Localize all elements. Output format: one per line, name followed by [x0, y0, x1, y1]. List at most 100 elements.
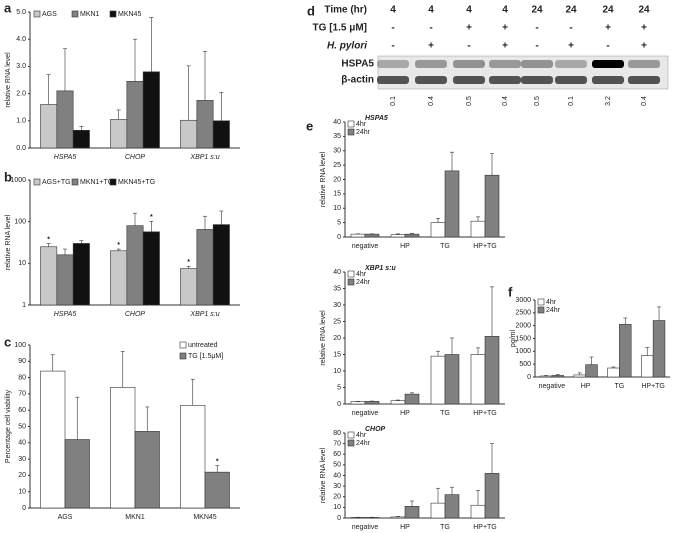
hspa5-band [592, 60, 624, 68]
y-tick-label: 4.0 [16, 36, 26, 43]
legend-label: MKN1+TG [80, 179, 113, 186]
bar [56, 90, 74, 149]
error-bar [543, 375, 548, 376]
y-tick-label: 10 [18, 489, 26, 496]
y-axis-label: relative RNA level [5, 214, 12, 270]
y-tick-label: 5.0 [16, 9, 26, 16]
error-bar [133, 212, 137, 226]
bar [404, 233, 420, 238]
legend-label: AGS+TG [42, 179, 71, 186]
y-tick-label: 20 [18, 472, 26, 479]
bar [72, 243, 90, 306]
y-axis-label: relative RNA level [320, 310, 327, 366]
error-bar [410, 392, 414, 395]
legend-label: 4hr [356, 121, 367, 128]
actin-band [453, 76, 485, 84]
row-cell: + [428, 41, 434, 52]
x-tick-label: MKN1 [125, 514, 145, 521]
y-tick-label: 60 [18, 407, 26, 414]
y-tick-label: 5 [337, 384, 341, 391]
x-tick-label: TG [440, 524, 450, 531]
quantification: 0.4 [428, 96, 435, 106]
legend-label: 24hr [356, 129, 371, 136]
row-cell: 4 [466, 5, 472, 16]
quantification: 0.4 [641, 96, 648, 106]
bar [390, 234, 406, 238]
legend-label: MKN45+TG [118, 179, 155, 186]
legend-swatch [347, 128, 355, 136]
x-tick-label: AGS [58, 514, 73, 521]
y-tick-label: 0 [337, 234, 341, 241]
y-tick-label: 40 [333, 472, 341, 479]
error-bar [410, 500, 414, 507]
x-tick-label: CHOP [125, 311, 146, 318]
y-tick-label: 40 [333, 269, 341, 276]
bar [126, 81, 144, 149]
error-bar [645, 347, 650, 356]
quantification: 0.5 [466, 96, 473, 106]
panel-letter: a [4, 0, 12, 15]
row-label: TG [1.5 μM] [313, 23, 367, 34]
y-tick-label: 15 [333, 191, 341, 198]
bar [350, 401, 366, 405]
row-label: Time (hr) [324, 5, 367, 16]
bar [204, 471, 230, 509]
bar [484, 473, 500, 519]
bar [350, 233, 366, 238]
bar [430, 502, 446, 519]
hspa5-band [453, 60, 485, 68]
error-bar [490, 286, 494, 337]
row-cell: + [641, 41, 647, 52]
error-bar [589, 356, 594, 365]
bar [470, 354, 486, 405]
y-tick-label: 80 [333, 430, 341, 437]
bar [404, 506, 420, 519]
error-bar [476, 347, 480, 355]
row-cell: + [502, 23, 508, 34]
quantification: 0.4 [502, 96, 509, 106]
legend-swatch [347, 270, 355, 278]
bar [539, 375, 553, 378]
error-bar [79, 240, 84, 244]
error-bar [149, 221, 154, 232]
y-tick-label: 20 [333, 335, 341, 342]
y-tick-label: 2500 [515, 310, 531, 317]
y-tick-label: 30 [333, 148, 341, 155]
x-tick-label: TG [440, 243, 450, 250]
hspa5-band [555, 60, 587, 68]
error-bar [623, 317, 628, 325]
error-bar [190, 378, 195, 406]
bar [551, 375, 564, 378]
significance: * [187, 259, 190, 266]
bar [430, 355, 446, 405]
bar [196, 229, 214, 306]
y-tick-label: 70 [333, 440, 341, 447]
actin-band [489, 76, 521, 84]
bar [180, 405, 206, 509]
bar [40, 370, 66, 509]
bar [430, 222, 446, 238]
chart-title: CHOP [365, 426, 386, 433]
error-bar [410, 232, 414, 235]
x-tick-label: HP [400, 524, 410, 531]
y-tick-label: 5 [337, 219, 341, 226]
y-tick-label: 1500 [515, 335, 531, 342]
bar [126, 225, 144, 306]
error-bar [490, 443, 494, 474]
error-bar [50, 354, 55, 372]
y-tick-label: 50 [18, 423, 26, 430]
quantification: 0.5 [534, 96, 541, 106]
legend-swatch [109, 178, 117, 186]
chart-title: XBP1 s:u [364, 265, 396, 272]
bar [364, 401, 380, 405]
error-bar [63, 248, 67, 255]
legend-swatch [537, 306, 545, 314]
bar [619, 324, 632, 378]
y-axis-label: relative RNA level [5, 52, 12, 108]
x-tick-label: negative [352, 410, 379, 417]
y-tick-label: 100 [14, 342, 26, 349]
error-bar [219, 210, 224, 225]
legend-label: AGS [42, 11, 57, 18]
bar [212, 224, 230, 306]
